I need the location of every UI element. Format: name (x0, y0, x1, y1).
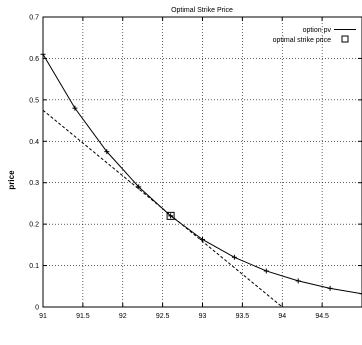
series-option-pv-point (295, 278, 301, 284)
tick-labels: 91 91.5 92 92.5 93 93.5 94 94.5 0 0.1 0.2 0.3 0.4 0.5… (29, 15, 329, 321)
y-tick-label-0-6: 0.6 (29, 56, 39, 63)
legend-swatch-optimal-strike-price (341, 35, 349, 43)
series-option-pv-point (359, 291, 362, 297)
series-optimal-strike-price-point (166, 211, 175, 220)
series-option-pv-point (327, 285, 333, 291)
y-tick-label-0-1: 0.1 (29, 263, 39, 270)
ticks (42, 16, 362, 308)
legend-label-option-pv: option pv (303, 27, 332, 34)
x-tick-label-93-5: 93.5 (236, 313, 250, 320)
y-axis-label: price (7, 170, 16, 190)
y-tick-label-0-4: 0.4 (29, 139, 39, 146)
series-tangent-dashed-line (42, 109, 283, 308)
x-tick-label-94: 94 (278, 313, 286, 320)
series-option-pv-point (72, 105, 78, 111)
series-option-pv-point (231, 254, 237, 260)
x-tick-label-91-5: 91.5 (76, 313, 90, 320)
x-tick-label-92-5: 92.5 (156, 313, 170, 320)
y-tick-label-0-3: 0.3 (29, 180, 39, 187)
x-tick-label-91: 91 (39, 313, 47, 320)
series-option-pv-point (104, 149, 110, 155)
y-tick-label-0-7: 0.7 (29, 15, 39, 22)
grid (43, 17, 362, 307)
x-tick-label-94-5: 94.5 (315, 313, 329, 320)
x-tick-label-93: 93 (199, 313, 207, 320)
y-tick-label-0: 0 (35, 305, 39, 312)
series-option-pv-point (168, 213, 174, 219)
series-option-pv-point (263, 268, 269, 274)
series-option-pv-point (136, 184, 142, 190)
series-layer (40, 51, 362, 308)
chart-title: Optimal Strike Price (171, 7, 233, 14)
y-tick-label-0-2: 0.2 (29, 222, 39, 229)
legend: option pv optimal strike price (273, 27, 356, 44)
x-tick-label-92: 92 (119, 313, 127, 320)
legend-label-optimal-strike-price: optimal strike price (273, 37, 331, 44)
y-tick-label-0-5: 0.5 (29, 97, 39, 104)
